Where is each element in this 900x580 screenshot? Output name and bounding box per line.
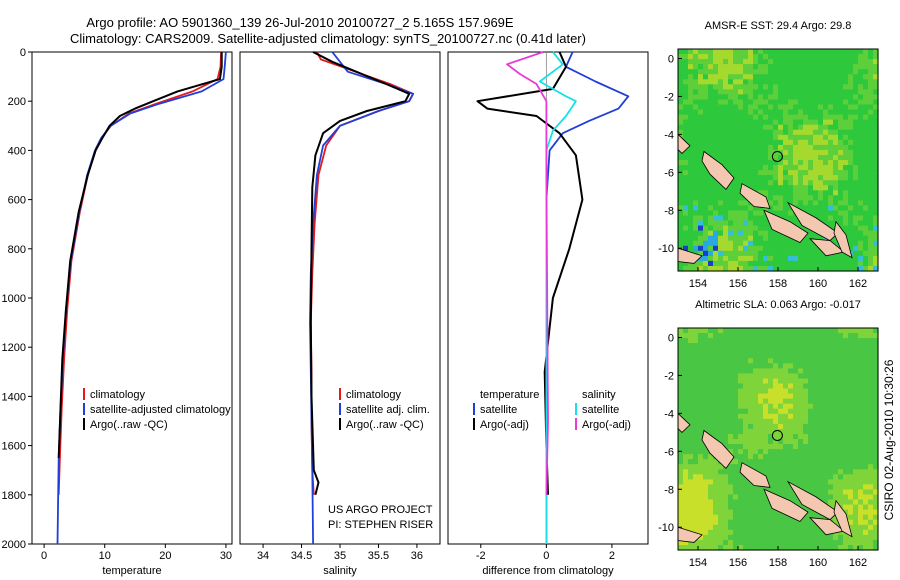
legend-label: satellite adj. clim.: [346, 404, 430, 416]
island-shape: [701, 429, 735, 470]
x-tick-label: 34: [257, 550, 269, 562]
legend-label: climatology: [90, 389, 146, 401]
y-tick-label: 1800: [2, 490, 26, 502]
map-field: [678, 328, 879, 551]
map-y-tick-label: -6: [664, 446, 674, 458]
plot-frame: [239, 51, 441, 545]
map-y-tick-label: 0: [668, 332, 674, 344]
y-tick-label: 1600: [2, 441, 26, 453]
map-x-tick-label: 156: [729, 278, 747, 290]
x-axis-label: temperature: [102, 565, 161, 577]
map-x-tick-label: 158: [769, 557, 787, 569]
legend-group-title: salinity: [582, 389, 616, 401]
sst-map: AMSR-E SST: 29.4 Argo: 29.8 154 156 158 160 1…: [658, 20, 879, 290]
series-line-argo: [309, 51, 411, 496]
map-title: Altimetric SLA: 0.063 Argo: -0.017: [695, 299, 861, 311]
x-tick-label: 20: [159, 550, 171, 562]
x-tick-label: 30: [220, 550, 232, 562]
x-tick-label: -2: [476, 550, 486, 562]
y-tick-label: 2000: [2, 539, 26, 551]
series-line-sal_argo: [506, 51, 549, 495]
x-tick-label: 35: [334, 550, 346, 562]
salinity-panel: 34 34.5 35 35.5 36 salinity climatology satelli…: [239, 51, 441, 577]
map-y-tick-label: -10: [658, 243, 674, 255]
island-shape: [786, 480, 839, 521]
map-y-tick-label: -4: [664, 408, 674, 420]
x-tick-label: 0: [543, 550, 549, 562]
sla-map: Altimetric SLA: 0.063 Argo: -0.017 154 156…: [658, 299, 879, 569]
island-shape: [786, 201, 839, 242]
series-line-argo: [57, 52, 223, 458]
legend-label: Argo(-adj): [480, 419, 529, 431]
map-x-tick-label: 160: [809, 557, 827, 569]
island-shape: [763, 488, 809, 522]
y-tick-label: 600: [8, 195, 26, 207]
legend-label: Argo(..raw -QC): [90, 419, 168, 431]
map-x-tick-label: 158: [769, 278, 787, 290]
x-tick-label: 2: [609, 550, 615, 562]
project-annotation: PI: STEPHEN RISER: [328, 519, 433, 531]
map-x-tick-label: 156: [729, 557, 747, 569]
x-tick-label: 0: [41, 550, 47, 562]
map-y-tick-label: -4: [664, 129, 674, 141]
depth-axis: 0 200 400 600 800 1000 1200 1400 1600 1800 2000: [2, 47, 32, 551]
map-x-tick-label: 162: [849, 278, 867, 290]
map-y-tick-label: 0: [668, 53, 674, 65]
map-x-tick-label: 154: [689, 557, 707, 569]
y-tick-label: 1200: [2, 342, 26, 354]
map-y-tick-label: -2: [664, 91, 674, 103]
x-tick-label: 35.5: [368, 550, 389, 562]
island-shape: [739, 462, 771, 488]
x-tick-label: 10: [99, 550, 111, 562]
y-tick-label: 800: [8, 244, 26, 256]
argo-position-marker: [771, 150, 783, 162]
y-tick-label: 400: [8, 145, 26, 157]
plot-frame: [31, 51, 233, 545]
map-x-tick-label: 160: [809, 278, 827, 290]
x-axis-label: salinity: [323, 565, 357, 577]
map-x-tick-label: 154: [689, 278, 707, 290]
x-tick-label: 34.5: [291, 550, 312, 562]
project-annotation: US ARGO PROJECT: [328, 504, 433, 516]
map-y-tick-label: -6: [664, 167, 674, 179]
x-axis-label: difference from climatology: [482, 565, 614, 577]
island-shape: [763, 209, 809, 243]
legend-label: climatology: [346, 389, 402, 401]
y-tick-label: 0: [20, 47, 26, 59]
x-tick-label: 36: [411, 550, 423, 562]
island-shape: [833, 499, 853, 538]
title-line-1: Argo profile: AO 5901360_139 26-Jul-2010…: [86, 15, 514, 30]
island-shape: [701, 150, 735, 191]
difference-panel: -2 0 2 difference from climatology temperatu…: [447, 51, 649, 577]
legend-group-title: temperature: [480, 389, 539, 401]
map-x-tick-label: 162: [849, 557, 867, 569]
legend-label: satellite: [480, 404, 517, 416]
island-shape: [739, 183, 771, 209]
legend-label: Argo(..raw -QC): [346, 419, 424, 431]
y-tick-label: 1000: [2, 293, 26, 305]
legend-label: satellite-adjusted climatology: [90, 404, 231, 416]
map-y-tick-label: -2: [664, 370, 674, 382]
title-line-2: Climatology: CARS2009. Satellite-adjuste…: [70, 31, 586, 46]
island-shape: [833, 220, 853, 259]
timestamp-label: CSIRO 02-Aug-2010 10:30:26: [882, 359, 896, 520]
map-y-tick-label: -10: [658, 522, 674, 534]
temperature-panel: 0 10 20 30 temperature climatology satellite-a…: [31, 51, 233, 577]
map-y-tick-label: -8: [664, 484, 674, 496]
argo-position-marker: [771, 429, 783, 441]
y-tick-label: 200: [8, 96, 26, 108]
map-title: AMSR-E SST: 29.4 Argo: 29.8: [705, 20, 852, 32]
y-tick-label: 1400: [2, 391, 26, 403]
legend-label: Argo(-adj): [582, 419, 631, 431]
map-y-tick-label: -8: [664, 205, 674, 217]
legend-label: satellite: [582, 404, 619, 416]
